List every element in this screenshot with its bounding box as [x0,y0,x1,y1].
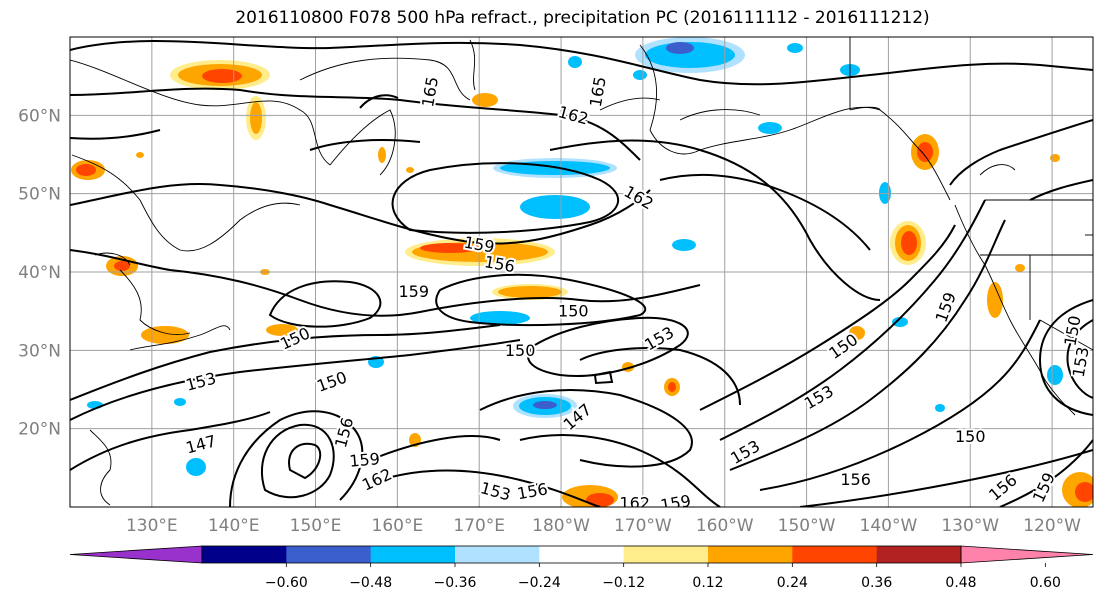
contour-label: 162 [619,494,650,513]
colorbar-segment [202,546,287,563]
colorbar-segment [286,546,372,563]
colorbar-tick-label: −0.36 [434,575,477,591]
colorbar-segment [792,546,878,563]
colorbar-segment [370,546,456,563]
colorbar-tick-label: −0.24 [518,575,561,591]
contour-label: 159 [659,491,692,515]
colorbar-tick-label: 0.36 [861,575,892,591]
latitude-labels: 60°N 50°N 40°N 30°N 20°N [18,106,61,439]
colorbar-segment [876,546,962,563]
longitude-label: 150°E [290,516,342,536]
colorbar-segment [708,546,793,563]
map-title: 2016110800 F078 500 hPa refract., precip… [235,8,930,28]
longitude-labels: 130°E 140°E 150°E 160°E 170°E 180°W 170°W 160°W… [126,516,1081,536]
colorbar-tick-label: 0.48 [945,575,976,591]
colorbar: −0.60 −0.48 −0.36 −0.24 −0.12 0.12 0.24 0.36 0.4… [69,545,1094,591]
latitude-label: 50°N [18,185,61,205]
longitude-label: 120°W [1023,516,1081,536]
latitude-label: 60°N [18,106,61,126]
contour-label: 150 [1061,314,1085,347]
colorbar-high-extension [960,545,1094,564]
latitude-label: 20°N [18,420,61,440]
longitude-label: 140°W [860,516,918,536]
longitude-label: 180°W [532,516,590,536]
contour-label: 159 [349,449,381,471]
colorbar-low-extension [69,545,203,564]
longitude-label: 140°E [208,516,260,536]
contour-label: 156 [840,470,871,489]
height-contours [70,40,1093,507]
longitude-label: 160°E [372,516,424,536]
longitude-label: 170°E [453,516,505,536]
colorbar-segment [623,546,709,563]
colorbar-segment [539,546,625,563]
contour-label: 159 [398,282,429,301]
colorbar-tick-label: −0.60 [265,575,308,591]
colorbar-tick-label: 0.60 [1030,575,1061,591]
colorbar-segment [455,546,540,563]
map-frame [69,36,1094,508]
contour-label: 150 [558,302,589,321]
longitude-label: 170°W [614,516,672,536]
longitude-label: 150°W [778,516,836,536]
colorbar-frame [201,545,962,564]
coastlines [70,37,1093,506]
colorbar-tick-label: −0.12 [602,575,645,591]
latitude-label: 30°N [18,341,61,361]
colorbar-tick-label: 0.24 [777,575,808,591]
contour-label: 150 [505,341,536,360]
colorbar-tick-label: 0.12 [692,575,723,591]
colorbar-tick-label: −0.48 [349,575,392,591]
graticule [70,37,1093,507]
contour-label: 150 [955,427,986,446]
latitude-label: 40°N [18,263,61,283]
longitude-label: 130°W [941,516,999,536]
longitude-label: 160°W [696,516,754,536]
longitude-label: 130°E [126,516,178,536]
